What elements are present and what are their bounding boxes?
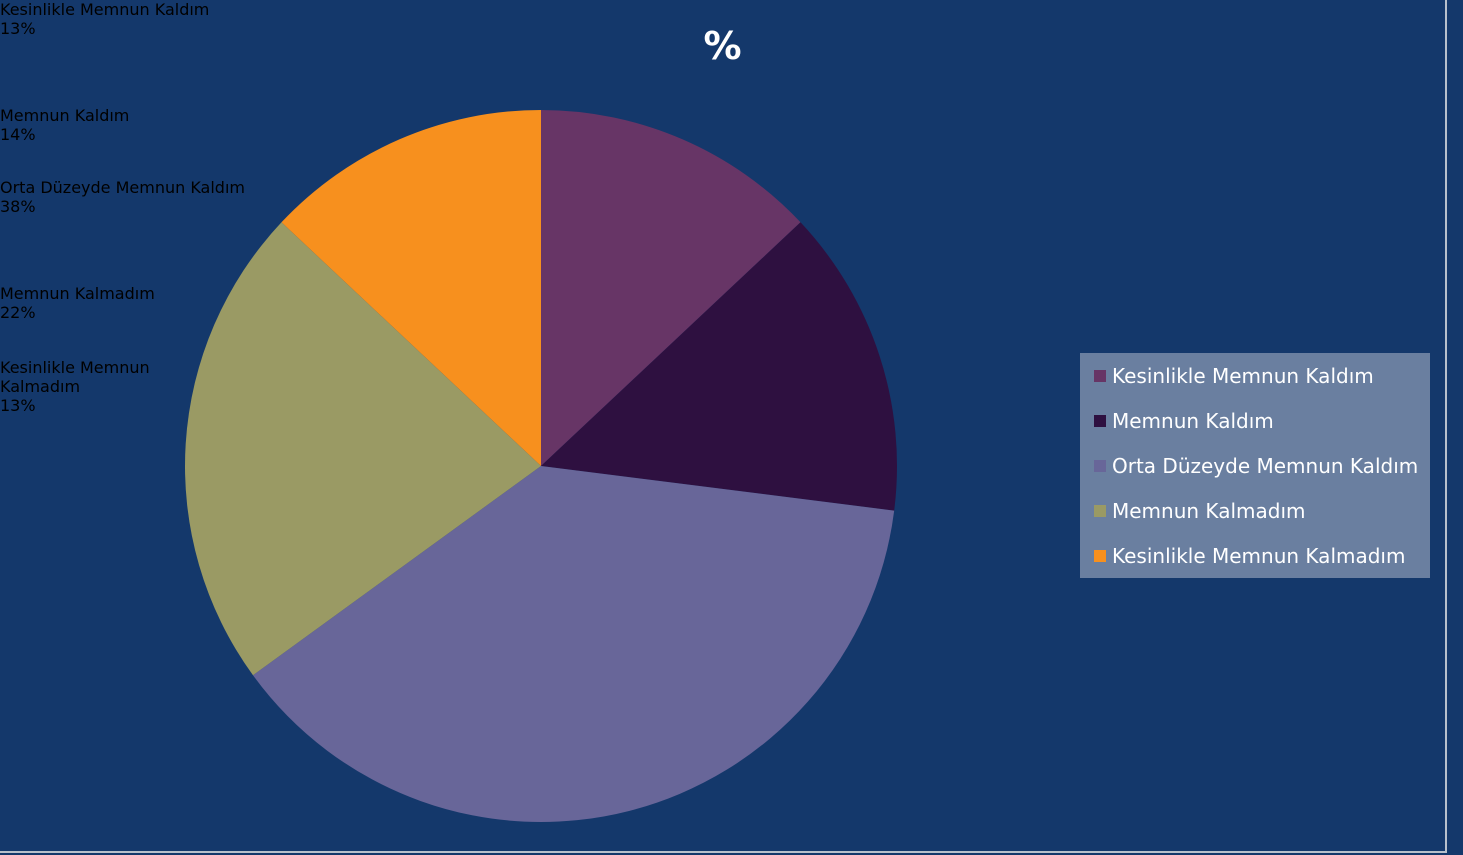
data-label: Kesinlikle Memnun Kalmadım 13% [0, 358, 234, 464]
data-label-category: Memnun Kaldım [0, 106, 130, 125]
data-label-value: 13% [0, 396, 36, 415]
data-label-category: Kesinlikle Memnun Kaldım [0, 0, 210, 19]
chart-title: % [703, 24, 742, 68]
data-label-value: 14% [0, 125, 36, 144]
legend-swatch [1094, 550, 1106, 562]
legend-label: Kesinlikle Memnun Kaldım [1112, 364, 1374, 388]
data-label-value: 38% [0, 197, 36, 216]
legend-swatch [1094, 460, 1106, 472]
data-label-category: Kesinlikle Memnun Kalmadım [0, 358, 150, 396]
pie-slice [185, 222, 542, 676]
legend: Kesinlikle Memnun Kaldım Memnun Kaldım Ort… [1080, 353, 1430, 578]
legend-swatch [1094, 505, 1106, 517]
data-label-value: 22% [0, 303, 36, 322]
data-label: Orta Düzeyde Memnun Kaldım 38% [0, 178, 284, 284]
data-label-category: Memnun Kalmadım [0, 284, 155, 303]
data-label: Memnun Kaldım 14% [0, 106, 204, 178]
legend-swatch [1094, 370, 1106, 382]
pie-slice [541, 222, 897, 511]
pie-slice [281, 110, 541, 466]
pie-slice [252, 466, 895, 822]
pie-slice [541, 110, 801, 466]
legend-label: Memnun Kaldım [1112, 409, 1274, 433]
legend-swatch [1094, 415, 1106, 427]
legend-label: Kesinlikle Memnun Kalmadım [1112, 544, 1406, 568]
data-label-value: 13% [0, 19, 36, 38]
data-label: Kesinlikle Memnun Kaldım 13% [0, 0, 236, 106]
legend-label: Memnun Kalmadım [1112, 499, 1306, 523]
legend-label: Orta Düzeyde Memnun Kaldım [1112, 454, 1419, 478]
data-label-category: Orta Düzeyde Memnun Kaldım [0, 178, 245, 197]
data-label: Memnun Kalmadım 22% [0, 284, 242, 358]
